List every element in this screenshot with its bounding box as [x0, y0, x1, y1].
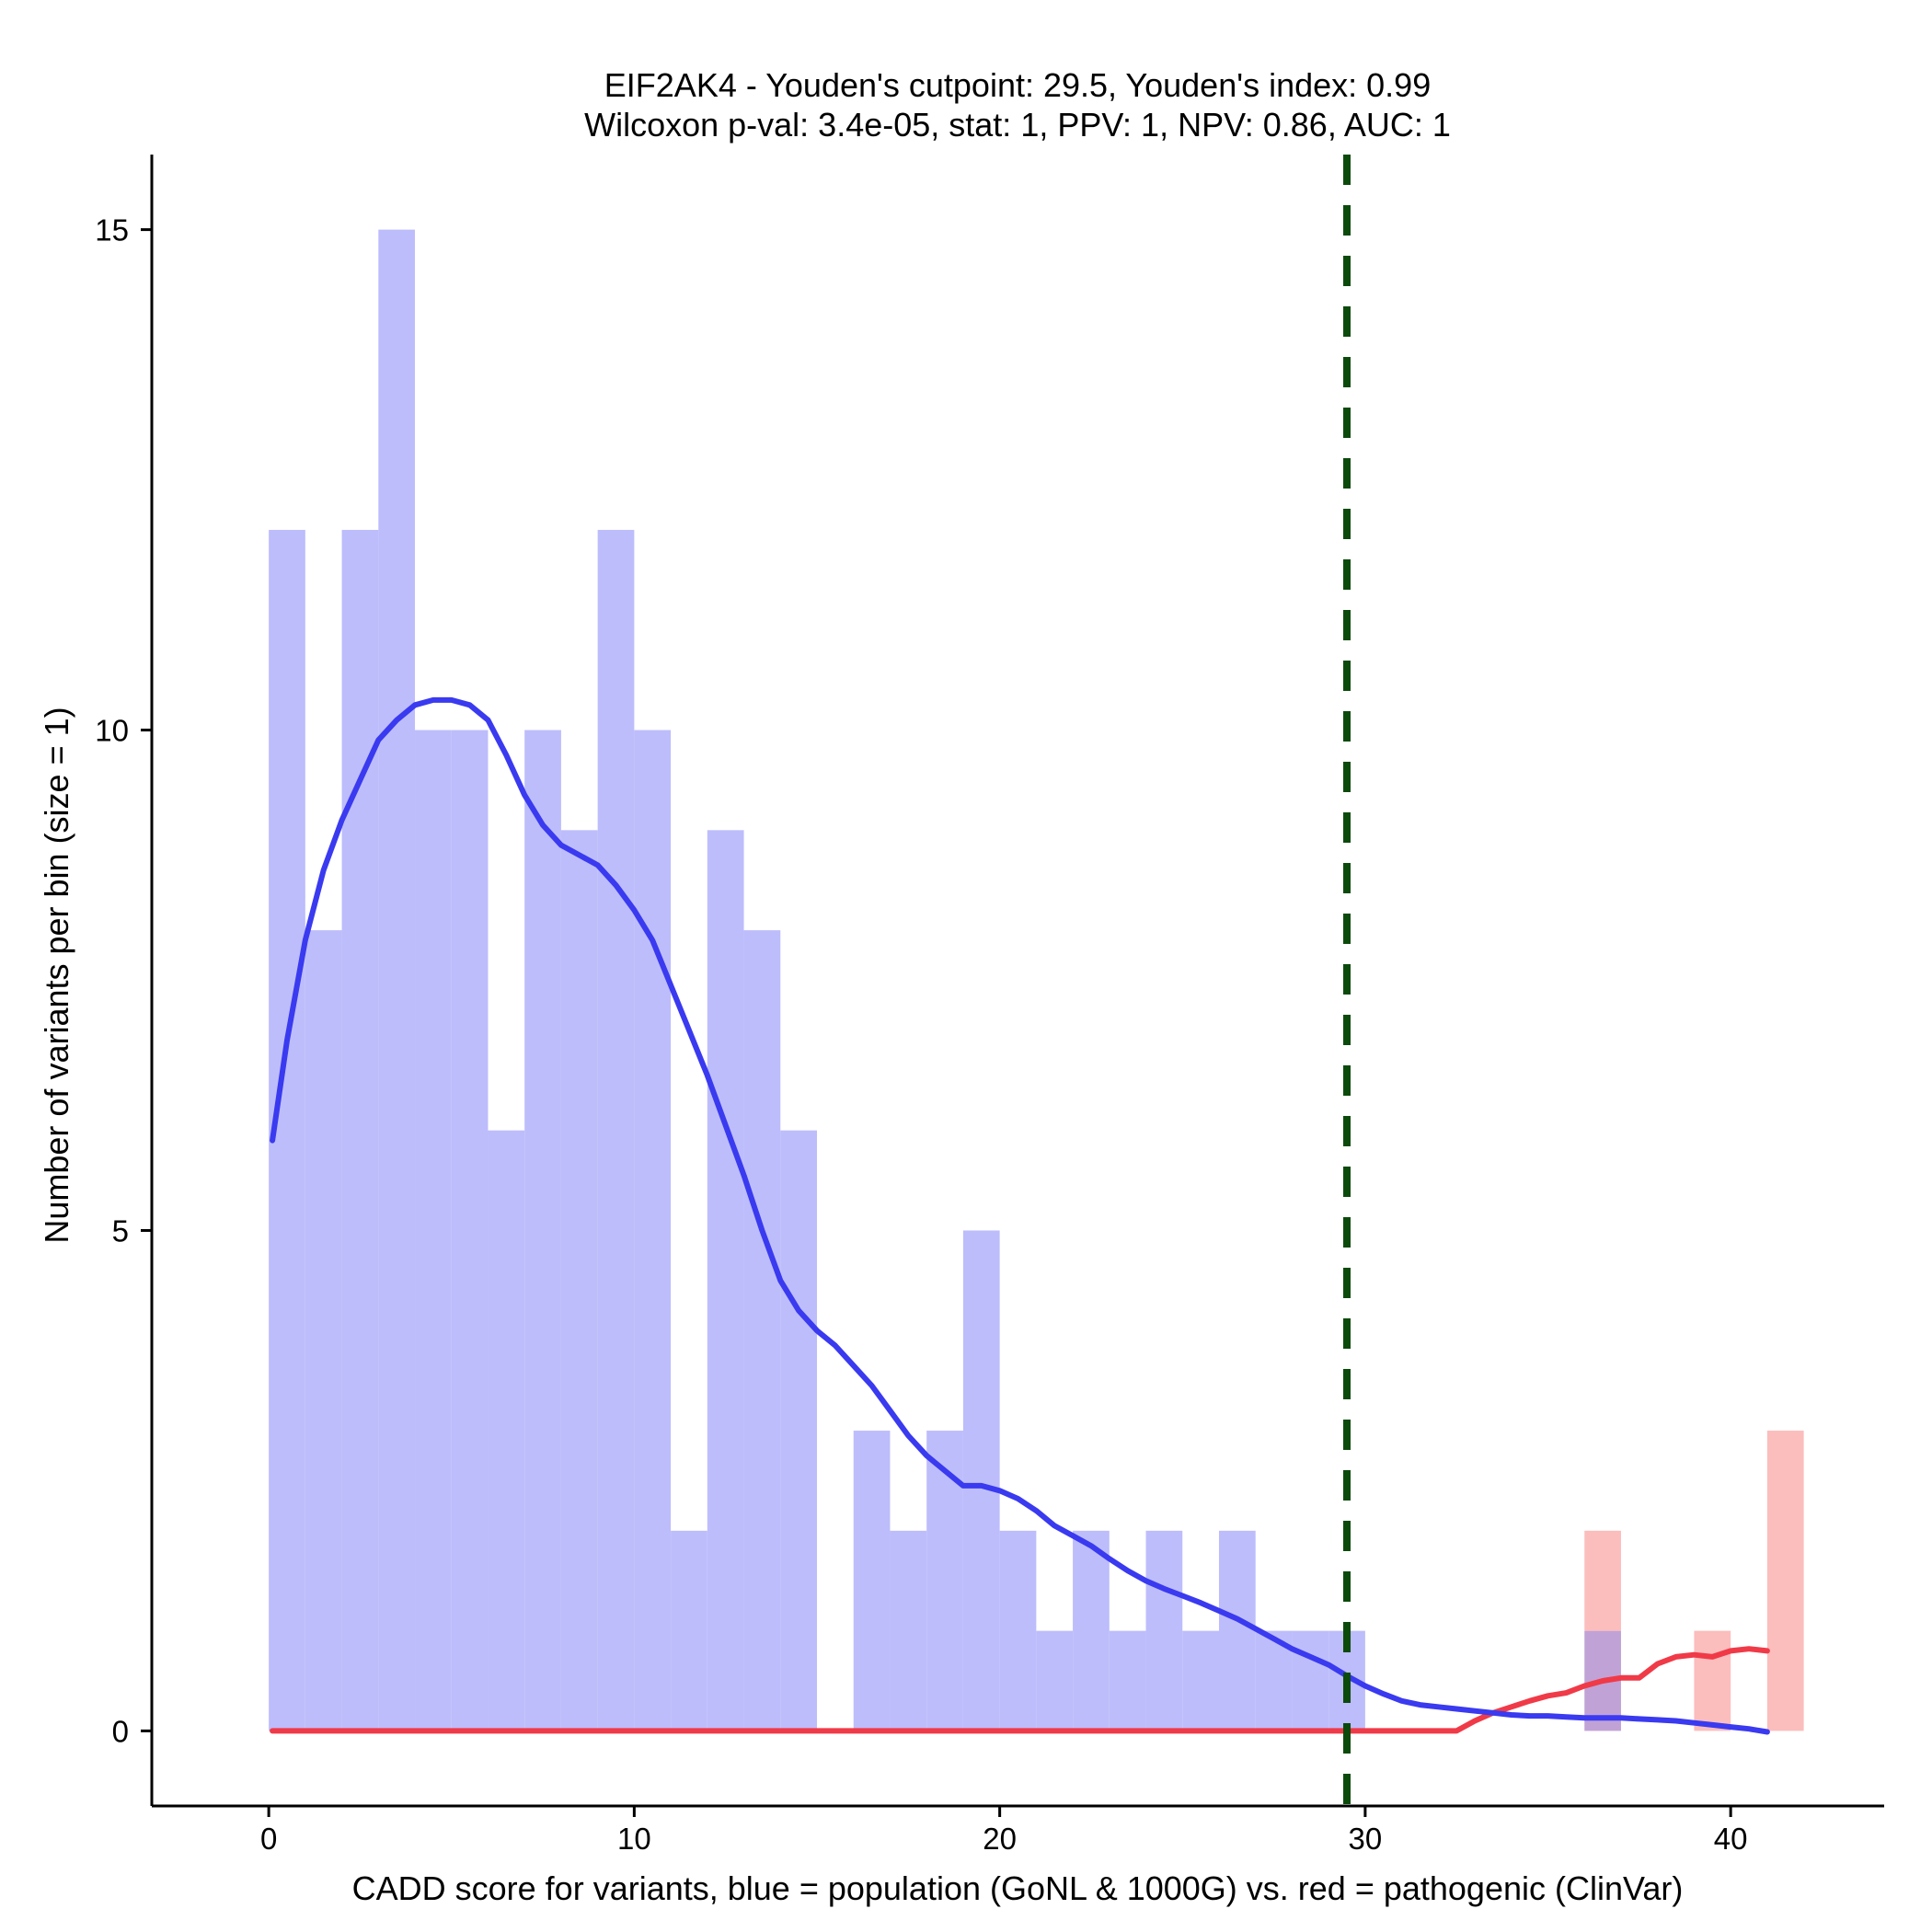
y-tick-label: 10	[95, 714, 129, 748]
population-bar	[1036, 1630, 1074, 1731]
chart-title-line-2: Wilcoxon p-val: 3.4e-05, stat: 1, PPV: 1…	[584, 106, 1451, 144]
population-bar	[305, 930, 342, 1731]
x-tick-label: 40	[1714, 1822, 1748, 1856]
population-density-curve	[270, 696, 1770, 1735]
population-bar	[524, 730, 561, 1731]
population-bar	[1145, 1530, 1183, 1731]
population-bar	[962, 1230, 1000, 1731]
population-bar	[1109, 1630, 1146, 1731]
population-bar	[341, 529, 379, 1731]
x-tick-label: 0	[260, 1822, 277, 1856]
population-bar	[707, 830, 744, 1731]
chart-title-line-1: EIF2AK4 - Youden's cutpoint: 29.5, Youde…	[604, 66, 1431, 104]
population-bar	[1218, 1530, 1256, 1731]
population-bar	[1182, 1630, 1219, 1731]
histogram-bars	[269, 229, 1804, 1731]
population-bar	[743, 930, 781, 1731]
population-bar	[634, 730, 672, 1731]
x-axis-label: CADD score for variants, blue = populati…	[352, 1869, 1684, 1907]
y-tick-label: 15	[95, 213, 129, 247]
population-bar	[415, 730, 452, 1731]
population-bar	[671, 1530, 707, 1731]
population-bar	[597, 529, 635, 1731]
x-tick-label: 20	[983, 1822, 1017, 1856]
y-ticks: 0 5 10 15	[95, 213, 152, 1748]
population-bar	[560, 830, 598, 1731]
population-bar	[999, 1530, 1037, 1731]
x-tick-label: 30	[1349, 1822, 1383, 1856]
population-bar	[853, 1431, 891, 1731]
x-tick-label: 10	[617, 1822, 651, 1856]
population-bar	[378, 229, 416, 1731]
pathogenic-bar	[1584, 1530, 1621, 1631]
population-bar	[926, 1431, 963, 1731]
pathogenic-bar	[1694, 1630, 1731, 1731]
population-bar	[451, 730, 489, 1731]
y-tick-label: 0	[112, 1714, 129, 1748]
population-bar	[780, 1130, 818, 1731]
density-curves	[270, 696, 1770, 1735]
y-axis-label: Number of variants per bin (size = 1)	[38, 707, 75, 1243]
population-bar	[890, 1530, 927, 1731]
population-bar	[1292, 1630, 1329, 1731]
population-bar	[488, 1130, 525, 1731]
y-tick-label: 5	[112, 1213, 129, 1248]
population-bar	[1073, 1530, 1110, 1731]
pathogenic-bar	[1766, 1431, 1804, 1731]
x-ticks: 0 10 20 30 40	[260, 1806, 1748, 1856]
axes	[150, 155, 1884, 1808]
